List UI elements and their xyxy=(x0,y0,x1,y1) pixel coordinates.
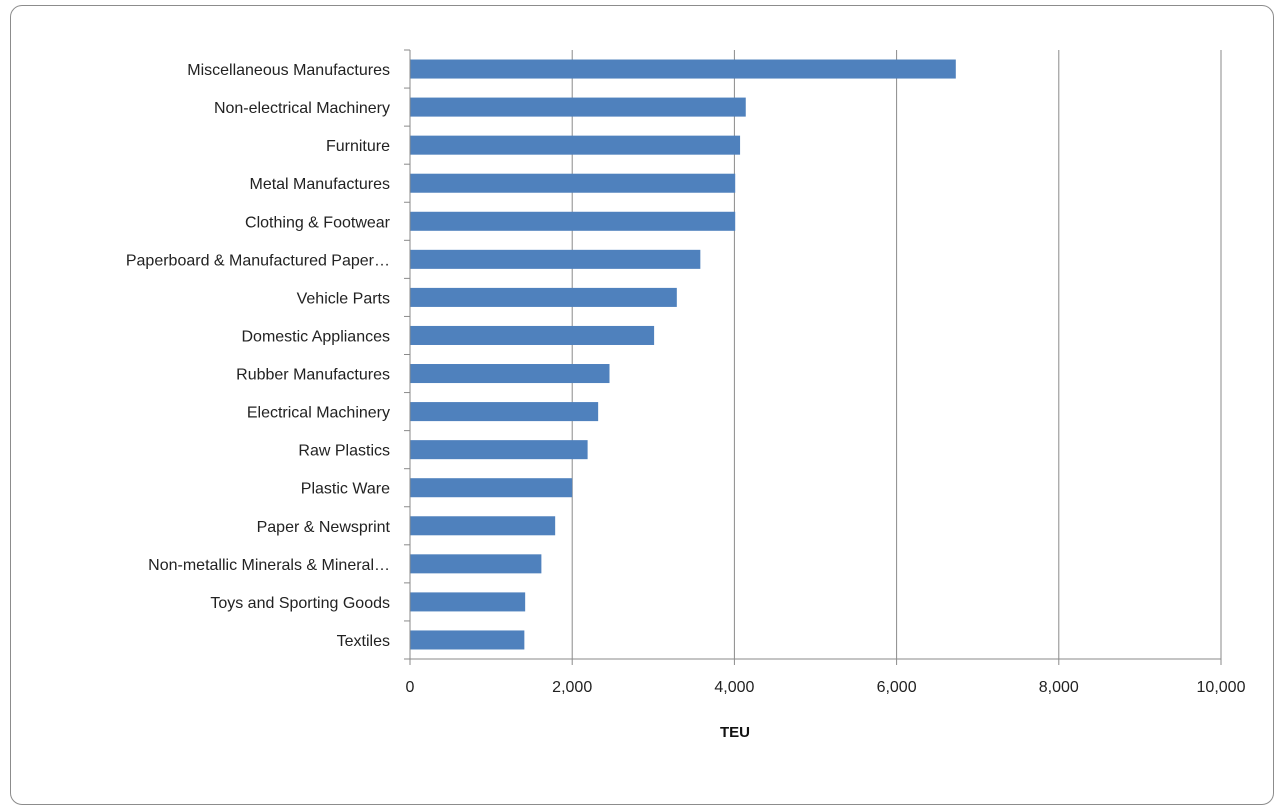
category-label: Miscellaneous Manufactures xyxy=(187,62,390,79)
category-label: Domestic Appliances xyxy=(241,328,390,345)
category-label: Clothing & Footwear xyxy=(245,214,391,231)
bar xyxy=(410,554,542,574)
tick-labels: 0 2,000 4,000 6,000 8,000 10,000 xyxy=(406,679,1246,696)
bar xyxy=(410,364,610,384)
bar xyxy=(410,630,525,650)
bar xyxy=(410,211,736,231)
category-label: Plastic Ware xyxy=(301,481,390,498)
x-tick-label: 4,000 xyxy=(714,679,754,696)
bar xyxy=(410,402,599,422)
bar xyxy=(410,97,746,117)
category-label: Raw Plastics xyxy=(298,443,390,460)
category-label: Furniture xyxy=(326,138,390,155)
category-label: Paper & Newsprint xyxy=(257,519,391,536)
bar xyxy=(410,592,526,612)
bar xyxy=(410,325,655,345)
bar xyxy=(410,440,588,460)
x-axis-title: TEU xyxy=(720,724,750,741)
category-label: Rubber Manufactures xyxy=(236,367,390,384)
bar xyxy=(410,287,677,307)
category-label: Toys and Sporting Goods xyxy=(210,595,390,612)
bar xyxy=(410,135,741,155)
category-label: Non-electrical Machinery xyxy=(214,100,390,117)
x-tick-label: 6,000 xyxy=(877,679,917,696)
bar xyxy=(410,173,736,193)
x-tick-label: 8,000 xyxy=(1039,679,1079,696)
category-label: Vehicle Parts xyxy=(297,290,390,307)
x-tick-label: 2,000 xyxy=(552,679,592,696)
bar xyxy=(410,516,556,536)
category-label: Paperboard & Manufactured Paper… xyxy=(126,252,390,269)
x-tick-label: 0 xyxy=(406,679,415,696)
bar xyxy=(410,478,573,498)
category-labels: Miscellaneous Manufactures Non-electrical… xyxy=(126,62,391,650)
axes xyxy=(404,49,1222,665)
category-label: Electrical Machinery xyxy=(247,405,390,422)
category-label: Non-metallic Minerals & Mineral… xyxy=(148,557,390,574)
category-label: Metal Manufactures xyxy=(249,176,390,193)
bar xyxy=(410,249,701,269)
bars xyxy=(410,59,956,650)
category-label: Textiles xyxy=(337,633,390,650)
bar xyxy=(410,59,956,79)
x-tick-label: 10,000 xyxy=(1197,679,1246,696)
